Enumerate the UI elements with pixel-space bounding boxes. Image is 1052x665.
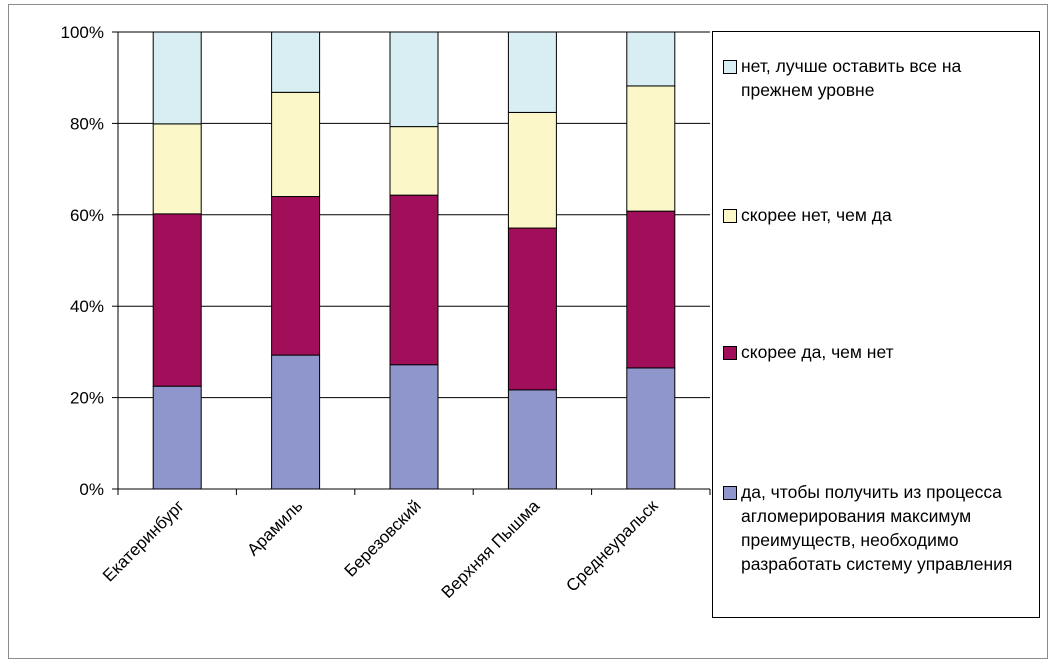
legend-swatch: [723, 209, 737, 223]
y-tick-label: 100%: [61, 23, 104, 42]
bar-segment: [626, 31, 676, 87]
y-tick-label: 40%: [70, 297, 104, 316]
bar-segment: [152, 385, 202, 490]
bar-segment: [389, 194, 439, 366]
legend-swatch: [723, 60, 737, 74]
legend-item: нет, лучше оставить все на прежнем уровн…: [723, 54, 1035, 102]
legend-label: да, чтобы получить из процесса агломерир…: [741, 482, 1013, 574]
bar-segment: [271, 91, 321, 198]
bar-segment: [626, 367, 676, 490]
bar-segment: [152, 213, 202, 387]
bars: [152, 31, 676, 490]
bar-segment: [389, 364, 439, 490]
bar-segment: [507, 111, 557, 229]
y-tick-label: 20%: [70, 389, 104, 408]
y-tick-label: 0%: [79, 480, 104, 499]
legend: нет, лучше оставить все на прежнем уровн…: [712, 31, 1040, 618]
bar-segment: [271, 31, 321, 93]
bar-segment: [507, 389, 557, 490]
legend-item: да, чтобы получить из процесса агломерир…: [723, 480, 1035, 576]
x-category-label: Березовский: [341, 496, 425, 580]
bar-segment: [152, 123, 202, 215]
bar-segment: [271, 354, 321, 490]
x-category-label: Екатеринбург: [99, 496, 188, 585]
legend-swatch: [723, 486, 737, 500]
x-category-labels: Екатеринбург Арамиль Березовский Верхняя Пы…: [99, 496, 662, 602]
bar-segment: [626, 85, 676, 212]
bar-segment: [152, 31, 202, 125]
bar-segment: [271, 196, 321, 356]
bar-segment: [389, 126, 439, 196]
legend-item: скорее да, чем нет: [723, 340, 1035, 364]
bar-segment: [626, 210, 676, 369]
x-category-label: Среднеуральск: [562, 496, 662, 596]
bar-segment: [389, 31, 439, 128]
axes: [112, 31, 711, 495]
legend-label: скорее нет, чем да: [741, 205, 892, 225]
x-category-label: Арамиль: [243, 496, 306, 559]
y-tick-labels: 0% 20% 40% 60% 80% 100%: [61, 23, 104, 499]
bar-segment: [507, 31, 557, 113]
legend-label: скорее да, чем нет: [741, 342, 894, 362]
y-tick-label: 60%: [70, 206, 104, 225]
legend-item: скорее нет, чем да: [723, 203, 1035, 227]
bar-segment: [507, 227, 557, 391]
legend-swatch: [723, 346, 737, 360]
x-category-label: Верхняя Пышма: [438, 496, 544, 602]
y-tick-label: 80%: [70, 114, 104, 133]
legend-label: нет, лучше оставить все на прежнем уровн…: [741, 56, 962, 100]
